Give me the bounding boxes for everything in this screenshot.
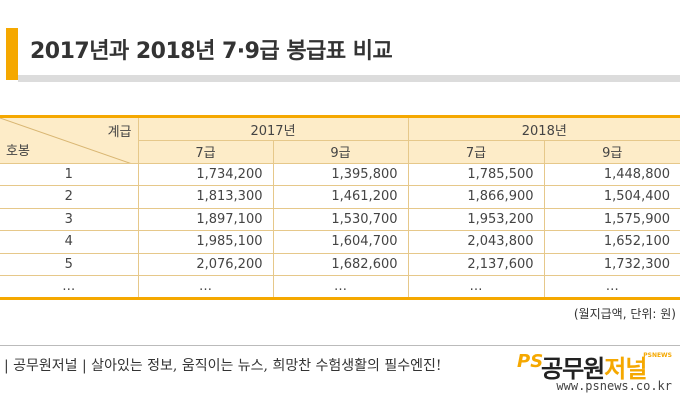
salary-cell: 1,813,300 [137,185,274,209]
step-cell: 3 [0,207,139,231]
salary-cell: 1,866,900 [407,185,545,209]
header: 2017년과 2018년 7·9급 봉급표 비교 [0,0,680,82]
year-header-2017: 2017년 [137,115,409,141]
salary-cell: 1,604,700 [272,230,409,254]
grade-header: 7급 [407,140,545,164]
table-row: … … … … … [0,275,680,300]
grade-header: 9급 [272,140,409,164]
salary-cell: 1,504,400 [543,185,680,209]
diagonal-line [2,119,129,163]
grade-header: 9급 [543,140,680,164]
salary-cell: 2,043,800 [407,230,545,254]
corner-label-grade: 계급 [107,125,132,140]
salary-cell: … [137,275,274,300]
unit-note: (월지급액, 단위: 원) [573,307,676,321]
site-url-link[interactable]: www.psnews.co.kr [556,379,672,393]
salary-cell: 1,785,500 [407,162,545,186]
logo-wordmark: 공무원저널 [541,349,647,384]
title-accent-bar [6,28,18,80]
salary-table-container: 계급 호봉 2017년 2018년 7급 9급 7급 9급 1 1,734,20… [0,115,680,300]
salary-cell: 1,575,900 [543,207,680,231]
footer: | 공무원저널 | 살아있는 정보, 움직이는 뉴스, 희망찬 수험생활의 필수… [0,345,680,402]
logo-mark-icon: PS [517,351,544,372]
salary-table: 계급 호봉 2017년 2018년 7급 9급 7급 9급 1 1,734,20… [0,115,680,300]
logo-accent-text: 저널 [604,355,647,383]
salary-cell: 1,395,800 [272,162,409,186]
step-cell: … [0,275,139,300]
salary-cell: 2,076,200 [137,252,274,276]
table-row: 5 2,076,200 1,682,600 2,137,600 1,732,30… [0,252,680,276]
table-row: 1 1,734,200 1,395,800 1,785,500 1,448,80… [0,162,680,186]
salary-cell: 1,732,300 [543,252,680,276]
salary-cell: 1,682,600 [272,252,409,276]
footer-tagline: | 공무원저널 | 살아있는 정보, 움직이는 뉴스, 희망찬 수험생활의 필수… [4,358,442,374]
salary-cell: 1,985,100 [137,230,274,254]
grade-header: 7급 [138,140,274,164]
page-title: 2017년과 2018년 7·9급 봉급표 비교 [30,39,393,64]
salary-cell: 2,137,600 [407,252,545,276]
step-cell: 2 [0,185,139,209]
salary-cell: 1,734,200 [137,162,274,186]
year-header-2018: 2018년 [407,115,680,141]
salary-cell: 1,461,200 [272,185,409,209]
logo-subtext: PSNEWS [643,352,672,359]
corner-label-step: 호봉 [6,143,30,159]
salary-cell: 1,652,100 [543,230,680,254]
corner-header-cell: 계급 호봉 [0,115,139,164]
salary-cell: … [407,275,545,300]
header-divider [18,75,680,82]
salary-cell: 1,448,800 [543,162,680,186]
step-cell: 5 [0,252,139,276]
logo-main-text: 공무원 [541,355,605,383]
table-row: 3 1,897,100 1,530,700 1,953,200 1,575,90… [0,207,680,231]
psnews-logo[interactable]: PS 공무원저널 PSNEWS www.psnews.co.kr [517,351,672,395]
salary-cell: 1,953,200 [407,207,545,231]
salary-cell: 1,530,700 [272,207,409,231]
footer-divider [0,345,680,346]
table-row: 4 1,985,100 1,604,700 2,043,800 1,652,10… [0,230,680,254]
salary-cell: 1,897,100 [137,207,274,231]
salary-cell: … [272,275,409,300]
step-cell: 1 [0,162,139,186]
salary-cell: … [543,275,680,300]
step-cell: 4 [0,230,139,254]
table-row: 2 1,813,300 1,461,200 1,866,900 1,504,40… [0,185,680,209]
